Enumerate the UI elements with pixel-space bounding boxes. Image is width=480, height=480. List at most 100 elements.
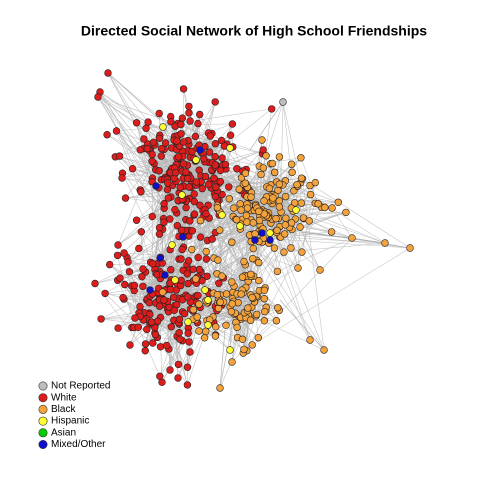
node bbox=[247, 270, 255, 278]
node bbox=[248, 341, 256, 349]
node bbox=[281, 230, 289, 238]
node bbox=[132, 119, 141, 127]
node bbox=[201, 286, 209, 294]
node bbox=[146, 286, 154, 294]
node bbox=[112, 127, 121, 135]
node bbox=[248, 293, 256, 302]
node bbox=[104, 69, 112, 77]
node bbox=[218, 154, 226, 162]
node bbox=[157, 152, 166, 160]
node bbox=[348, 234, 356, 242]
node bbox=[249, 219, 258, 227]
node bbox=[273, 226, 281, 235]
legend-swatch bbox=[38, 416, 48, 426]
edge bbox=[310, 194, 386, 244]
node bbox=[137, 188, 145, 196]
node bbox=[228, 358, 236, 366]
node bbox=[120, 249, 128, 257]
node bbox=[216, 384, 224, 392]
legend-swatch bbox=[38, 404, 48, 414]
node bbox=[177, 276, 185, 285]
node bbox=[184, 329, 192, 337]
node bbox=[155, 302, 164, 310]
edge bbox=[297, 220, 310, 269]
node bbox=[190, 190, 198, 198]
node bbox=[154, 317, 162, 325]
node bbox=[142, 124, 150, 132]
node bbox=[202, 327, 210, 336]
node bbox=[175, 315, 184, 323]
node bbox=[131, 314, 139, 322]
node bbox=[128, 165, 137, 173]
node bbox=[202, 255, 211, 263]
node bbox=[406, 244, 414, 252]
legend-label: Hispanic bbox=[51, 416, 89, 427]
node bbox=[161, 139, 170, 147]
node bbox=[164, 179, 172, 187]
node bbox=[190, 210, 199, 218]
edge bbox=[300, 157, 319, 204]
node bbox=[103, 131, 111, 139]
node bbox=[180, 309, 189, 318]
node bbox=[254, 334, 262, 342]
node bbox=[271, 168, 279, 177]
node bbox=[97, 315, 105, 323]
node bbox=[143, 325, 151, 334]
node bbox=[287, 160, 296, 168]
node bbox=[215, 279, 223, 287]
node bbox=[260, 286, 269, 294]
node bbox=[287, 244, 295, 252]
node bbox=[139, 265, 147, 273]
edge bbox=[122, 173, 165, 223]
node bbox=[241, 169, 250, 178]
node bbox=[183, 270, 192, 278]
node bbox=[212, 183, 220, 191]
node bbox=[202, 247, 210, 256]
node bbox=[213, 291, 222, 299]
node bbox=[125, 268, 134, 276]
node bbox=[297, 174, 306, 182]
edge bbox=[282, 101, 301, 183]
node bbox=[216, 226, 224, 234]
node bbox=[306, 336, 314, 344]
node bbox=[269, 194, 277, 202]
node bbox=[204, 321, 212, 329]
node bbox=[251, 236, 259, 244]
node bbox=[208, 235, 216, 243]
node bbox=[342, 208, 350, 217]
node bbox=[195, 300, 203, 308]
edge bbox=[265, 101, 284, 156]
node bbox=[228, 278, 236, 286]
node bbox=[114, 241, 122, 249]
node bbox=[148, 212, 157, 221]
node bbox=[211, 332, 220, 340]
node bbox=[176, 183, 184, 192]
node bbox=[211, 140, 220, 148]
node bbox=[275, 153, 284, 161]
node bbox=[149, 339, 157, 347]
node bbox=[141, 347, 149, 355]
node bbox=[273, 267, 282, 276]
node bbox=[272, 317, 281, 325]
node bbox=[297, 154, 305, 162]
node bbox=[238, 273, 247, 281]
edge bbox=[299, 231, 353, 239]
node bbox=[196, 110, 204, 119]
node bbox=[195, 327, 203, 335]
node bbox=[114, 324, 122, 332]
node bbox=[137, 228, 146, 236]
node bbox=[280, 248, 288, 256]
node bbox=[141, 340, 150, 348]
node bbox=[147, 318, 156, 326]
node bbox=[255, 258, 263, 267]
legend: Not ReportedWhiteBlackHispanicAsianMixed… bbox=[38, 381, 110, 450]
edge bbox=[129, 271, 171, 290]
edge bbox=[221, 264, 246, 277]
node bbox=[134, 323, 143, 331]
edge bbox=[104, 293, 179, 365]
edge bbox=[252, 247, 411, 346]
edge bbox=[99, 91, 160, 188]
node bbox=[171, 276, 179, 284]
node bbox=[169, 293, 178, 301]
